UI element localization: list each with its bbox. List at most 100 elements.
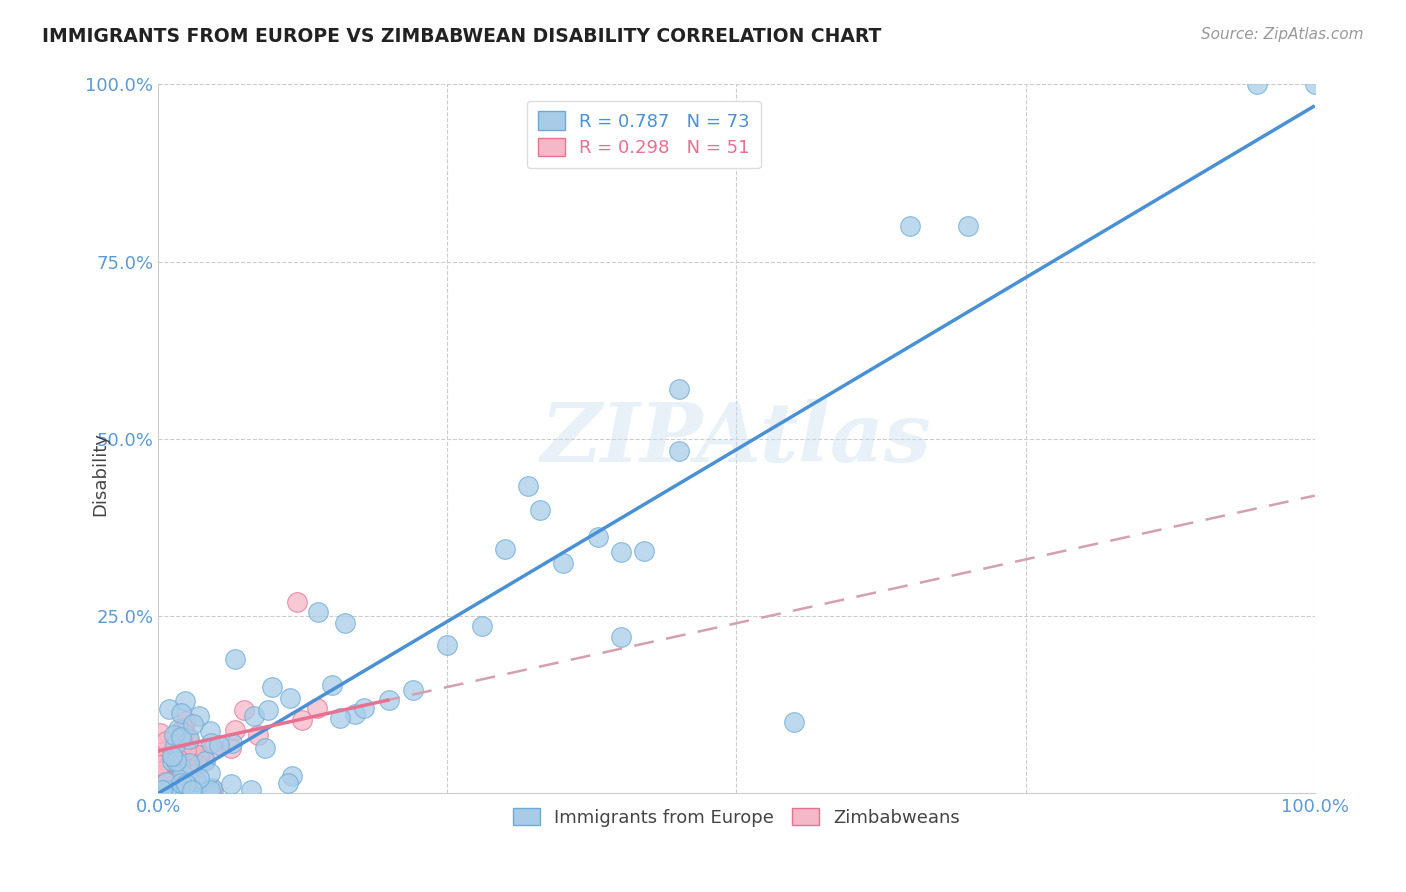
Point: [187, 758, 209, 772]
Point: [610, 545, 633, 559]
Point: [177, 756, 200, 771]
Point: [160, 752, 183, 766]
Point: [165, 763, 187, 777]
Point: [170, 767, 193, 781]
Point: [162, 748, 184, 763]
Point: [956, 219, 979, 234]
Point: [219, 777, 242, 791]
Point: [307, 605, 329, 619]
Point: [291, 714, 314, 728]
Point: [155, 756, 177, 771]
Point: [179, 767, 201, 781]
Point: [200, 766, 222, 780]
Point: [277, 776, 299, 790]
Point: [633, 543, 655, 558]
Point: [232, 703, 254, 717]
Point: [198, 782, 221, 797]
Point: [169, 757, 191, 772]
Point: [170, 776, 193, 790]
Point: [188, 748, 211, 763]
Point: [200, 736, 222, 750]
Point: [471, 618, 494, 632]
Point: [668, 382, 690, 396]
Point: [195, 782, 218, 797]
Point: [150, 768, 173, 782]
Point: [193, 753, 215, 767]
Point: [285, 595, 308, 609]
Text: IMMIGRANTS FROM EUROPE VS ZIMBABWEAN DISABILITY CORRELATION CHART: IMMIGRANTS FROM EUROPE VS ZIMBABWEAN DIS…: [42, 27, 882, 45]
Point: [150, 782, 173, 797]
Point: [208, 738, 231, 752]
Point: [378, 693, 401, 707]
Point: [247, 728, 270, 742]
Point: [170, 737, 193, 751]
Point: [1303, 78, 1326, 92]
Point: [176, 714, 198, 728]
Point: [183, 717, 205, 731]
Point: [610, 631, 633, 645]
Point: [278, 690, 301, 705]
Point: [167, 782, 190, 797]
Point: [1246, 78, 1268, 92]
Point: [149, 755, 172, 769]
Point: [177, 730, 200, 744]
Point: [159, 782, 181, 797]
Point: [173, 726, 195, 740]
Point: [149, 726, 172, 740]
Point: [166, 752, 188, 766]
Point: [149, 782, 172, 797]
Point: [186, 742, 208, 756]
Point: [281, 769, 304, 783]
Point: [159, 746, 181, 760]
Point: [155, 734, 177, 748]
Point: [165, 757, 187, 772]
Point: [152, 782, 174, 797]
Point: [783, 715, 806, 730]
Point: [153, 752, 176, 766]
Text: ZIPAtlas: ZIPAtlas: [541, 399, 932, 479]
Point: [201, 741, 224, 756]
Point: [165, 759, 187, 773]
Point: [163, 728, 186, 742]
Point: [253, 740, 276, 755]
Point: [219, 740, 242, 755]
Point: [494, 541, 516, 556]
Point: [224, 652, 246, 666]
Point: [201, 780, 224, 795]
Point: [240, 782, 263, 797]
Point: [401, 682, 423, 697]
Point: [172, 722, 194, 736]
Point: [149, 758, 172, 772]
Point: [224, 723, 246, 737]
Point: [187, 708, 209, 723]
Point: [159, 753, 181, 767]
Point: [150, 782, 173, 797]
Point: [186, 774, 208, 789]
Point: [149, 741, 172, 756]
Point: [176, 748, 198, 763]
Point: [160, 754, 183, 768]
Point: [187, 771, 209, 785]
Point: [176, 765, 198, 780]
Point: [260, 680, 283, 694]
Point: [305, 701, 328, 715]
Point: [159, 756, 181, 770]
Point: [156, 774, 179, 789]
Point: [188, 747, 211, 762]
Point: [517, 479, 540, 493]
Point: [173, 772, 195, 787]
Point: [177, 731, 200, 746]
Point: [344, 707, 367, 722]
Point: [551, 557, 574, 571]
Point: [170, 730, 193, 744]
Point: [176, 753, 198, 767]
Point: [176, 756, 198, 770]
Point: [155, 775, 177, 789]
Point: [353, 701, 375, 715]
Point: [180, 782, 202, 797]
Point: [167, 722, 190, 736]
Text: Source: ZipAtlas.com: Source: ZipAtlas.com: [1201, 27, 1364, 42]
Point: [436, 638, 458, 652]
Point: [201, 782, 224, 797]
Point: [174, 743, 197, 757]
